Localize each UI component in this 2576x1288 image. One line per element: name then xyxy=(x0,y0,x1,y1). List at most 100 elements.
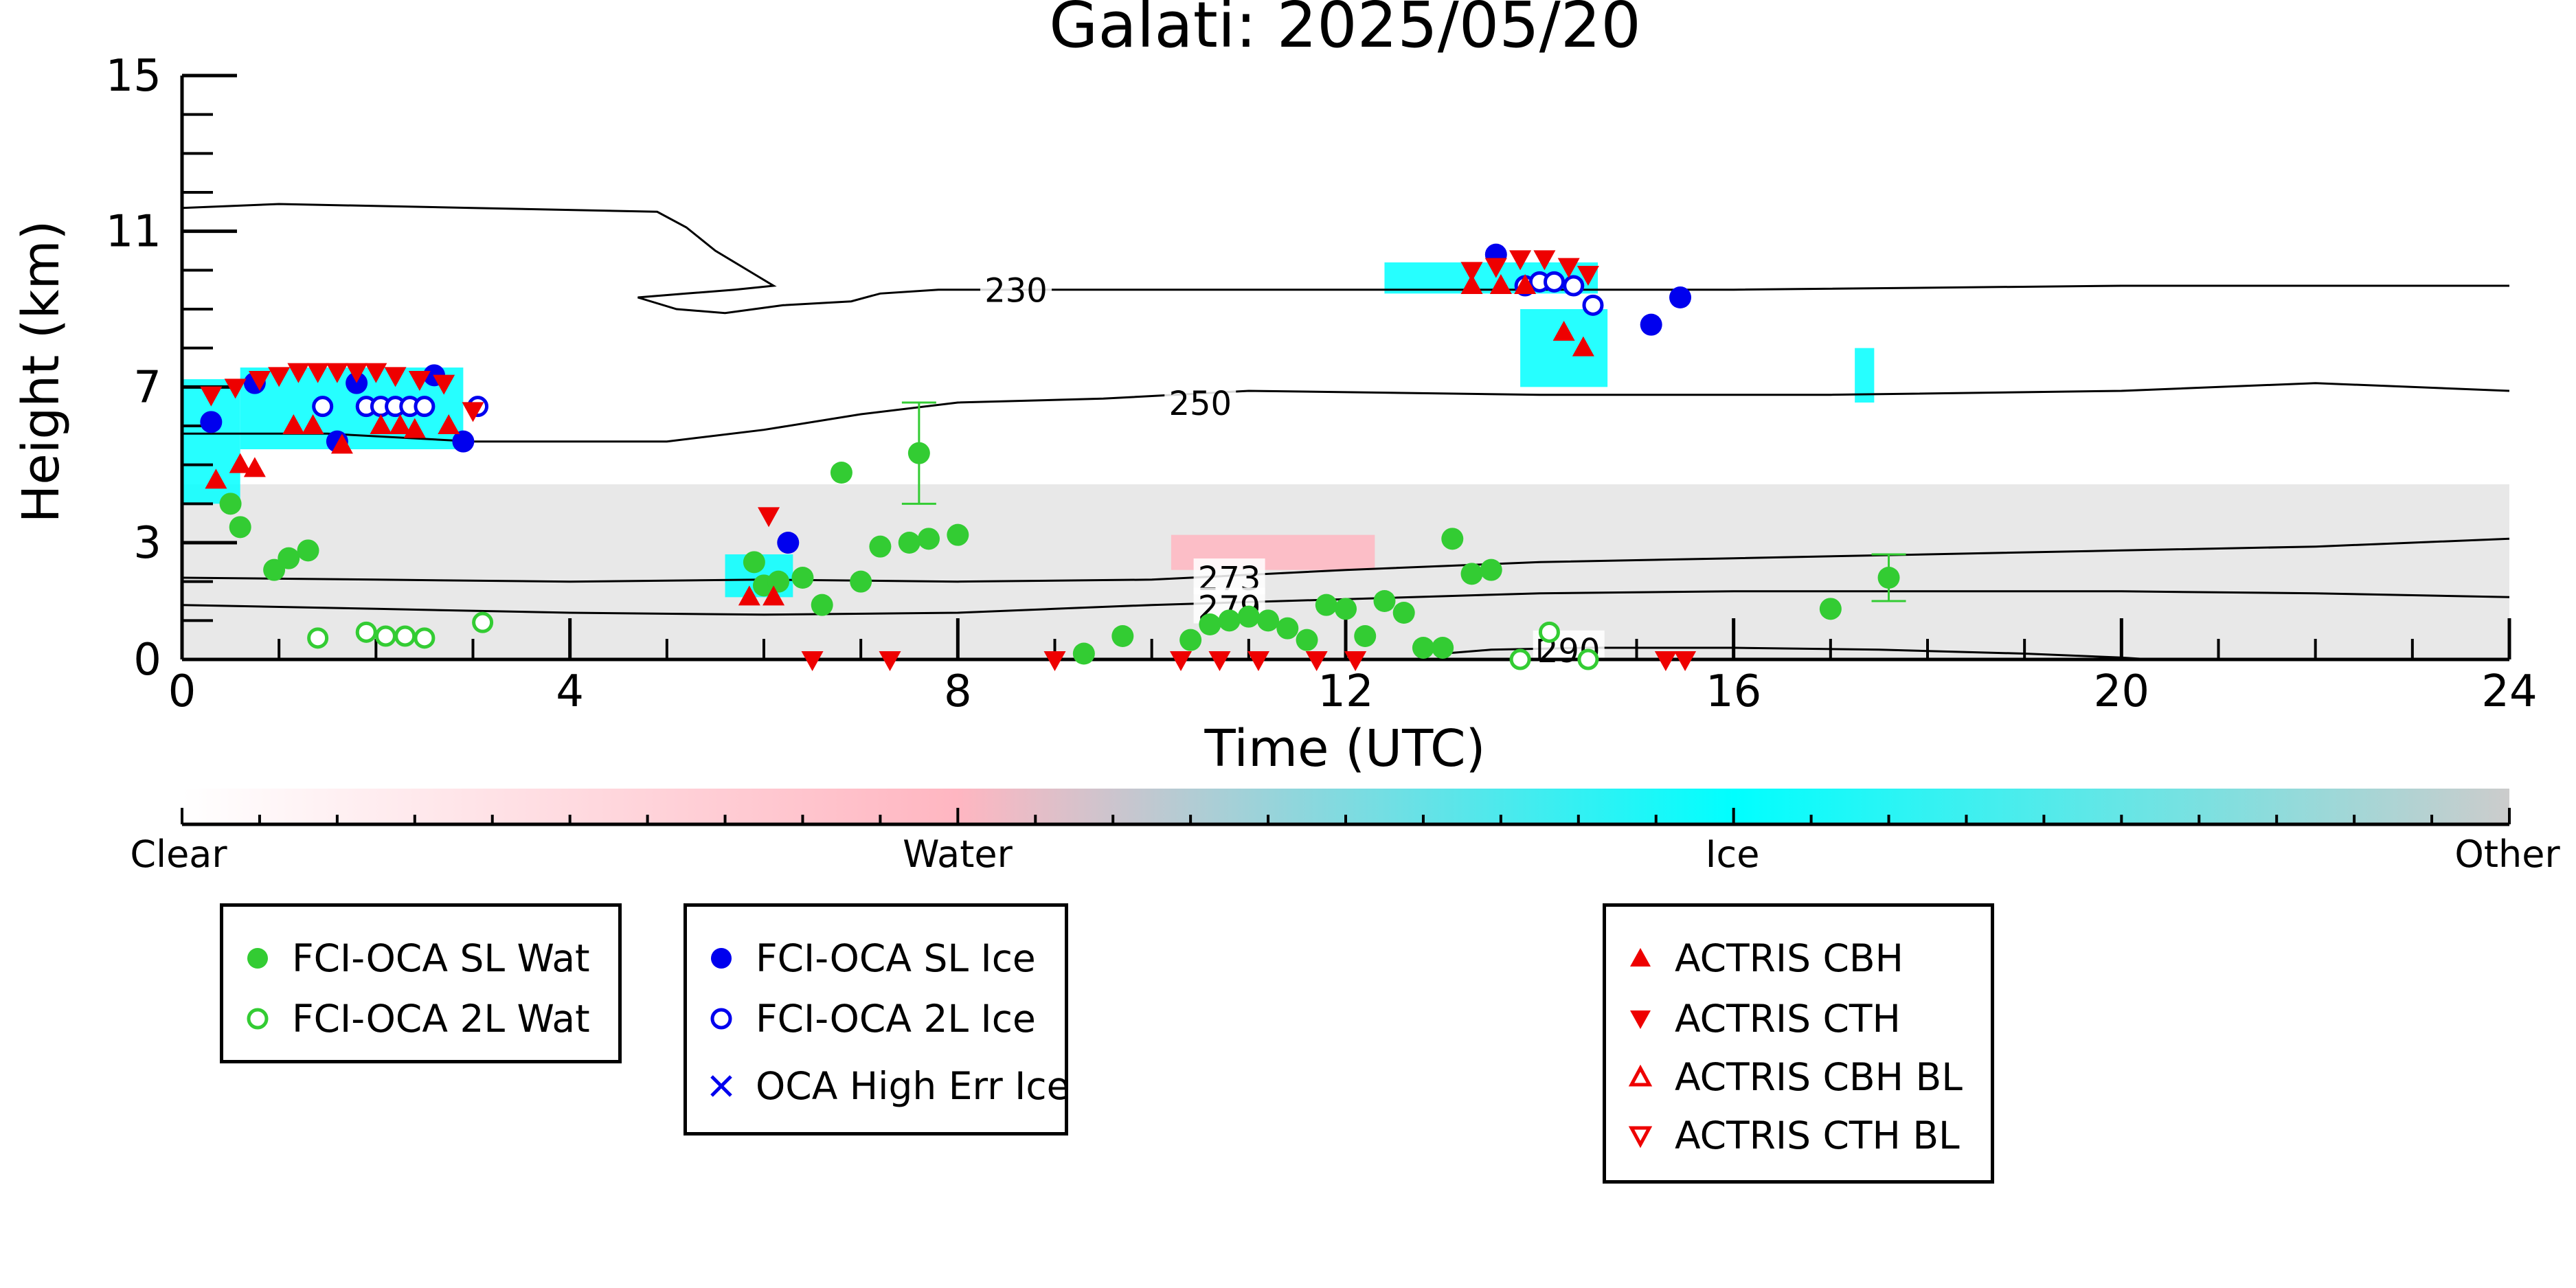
marker-fci-oca-2l-wat xyxy=(472,611,494,633)
y-tick-label: 3 xyxy=(133,518,161,569)
legend-marker xyxy=(1630,948,1651,967)
colorbar-label-clear: Clear xyxy=(130,833,227,876)
contour-label-bg xyxy=(980,270,1052,306)
marker-actris-cth xyxy=(365,363,387,383)
marker-fci-oca-sl-wat xyxy=(1296,629,1318,651)
marker-fci-oca-sl-wat xyxy=(1237,605,1260,628)
marker-fci-oca-sl-wat xyxy=(1819,598,1842,620)
marker-fci-oca-2l-wat xyxy=(307,627,329,649)
marker-actris-cth xyxy=(1170,651,1193,671)
contour-label: 250 xyxy=(1168,385,1232,423)
contour-label-bg xyxy=(1164,383,1236,419)
chart-marks xyxy=(200,243,1906,671)
marker-fci-oca-sl-ice xyxy=(1669,286,1692,308)
legend-marker xyxy=(1628,1126,1653,1149)
marker-fci-oca-2l-ice xyxy=(1582,294,1604,316)
marker-fci-oca-sl-wat xyxy=(907,442,930,464)
marker-actris-cbh xyxy=(370,414,392,434)
marker-fci-oca-2l-wat xyxy=(414,627,436,649)
marker-actris-cth xyxy=(1533,250,1556,271)
marker-fci-oca-sl-wat xyxy=(1335,598,1357,620)
x-tick-label: 0 xyxy=(168,666,196,717)
marker-fci-oca-2l-ice xyxy=(1544,271,1566,293)
marker-fci-oca-sl-wat xyxy=(1354,625,1377,647)
marker-fci-oca-sl-wat xyxy=(1257,609,1280,632)
marker-fci-oca-sl-wat xyxy=(1441,528,1464,550)
marker-fci-oca-sl-wat xyxy=(869,535,892,558)
marker-fci-oca-sl-wat xyxy=(791,567,814,589)
legend-item: FCI-OCA 2L Ice xyxy=(701,995,1036,1043)
marker-fci-oca-sl-wat xyxy=(1877,567,1900,589)
marker-fci-oca-sl-wat xyxy=(297,539,319,562)
marker-actris-cth xyxy=(326,363,348,383)
marker-fci-oca-sl-wat xyxy=(767,570,790,593)
colorbar-ticks xyxy=(181,808,2511,824)
marker-fci-oca-sl-wat xyxy=(219,493,242,515)
legend-actris: ACTRIS CBH ACTRIS CTH ACTRIS CBH BL ACTR… xyxy=(1603,903,1994,1184)
marker-actris-cbh xyxy=(302,414,324,434)
y-tick-label: 0 xyxy=(133,635,161,686)
marker-fci-oca-sl-wat xyxy=(743,551,765,574)
x-tick-label: 8 xyxy=(944,666,972,717)
marker-actris-cth xyxy=(801,651,824,671)
marker-actris-cth xyxy=(346,363,368,383)
legend-label: ACTRIS CBH xyxy=(1675,936,1903,980)
marker-actris-cbh xyxy=(1552,321,1575,341)
marker-actris-cbh xyxy=(229,453,251,473)
legend-label: FCI-OCA 2L Wat xyxy=(292,997,590,1041)
contour-line xyxy=(181,203,2509,315)
marker-fci-oca-sl-wat xyxy=(947,523,969,546)
marker-actris-cth xyxy=(1043,651,1066,671)
legend-marker xyxy=(710,1008,732,1030)
legend-item: ACTRIS CTH BL xyxy=(1620,1111,1960,1160)
marker-actris-cbh xyxy=(1514,274,1537,294)
axes: 0 4 8 12 16 20 24 0 3 7 11 15 xyxy=(106,51,2538,717)
marker-actris-cbh xyxy=(762,585,785,606)
marker-actris-cth xyxy=(1208,651,1231,671)
marker-fci-oca-sl-wat xyxy=(850,570,872,593)
marker-actris-cth xyxy=(408,371,431,391)
legend-label: ACTRIS CTH xyxy=(1675,997,1901,1041)
marker-actris-cth xyxy=(1484,258,1507,278)
marker-fci-oca-sl-ice xyxy=(1640,313,1662,336)
marker-actris-cbh xyxy=(438,414,460,434)
marker-actris-cth xyxy=(1344,651,1367,671)
marker-actris-cbh xyxy=(330,433,353,454)
marker-fci-oca-sl-wat xyxy=(1315,594,1337,616)
marker-actris-cbh xyxy=(389,414,411,434)
marker-fci-oca-sl-wat xyxy=(1460,563,1483,585)
marker-fci-oca-sl-ice xyxy=(200,411,223,433)
marker-fci-oca-2l-wat xyxy=(355,621,377,643)
legend-item: ACTRIS CTH xyxy=(1620,995,1901,1043)
x-tick-label: 4 xyxy=(556,666,584,717)
legend-marker xyxy=(1630,1010,1651,1029)
marker-fci-oca-2l-ice xyxy=(414,396,436,418)
legend-marker xyxy=(247,1008,269,1030)
legend-item: FCI-OCA SL Wat xyxy=(237,934,590,982)
marker-actris-cth xyxy=(306,363,329,383)
marker-fci-oca-2l-ice xyxy=(312,396,334,418)
legend-item: FCI-OCA 2L Wat xyxy=(237,995,590,1043)
marker-fci-oca-sl-wat xyxy=(1373,590,1396,612)
marker-actris-cth xyxy=(1460,262,1483,282)
colorbar-label-other: Other xyxy=(2454,833,2560,876)
marker-actris-cth xyxy=(1577,266,1599,286)
marker-fci-oca-2l-wat xyxy=(374,625,396,647)
x-axis-label: Time (UTC) xyxy=(1204,719,1485,778)
chart-title: Galati: 2025/05/20 xyxy=(1049,0,1641,62)
marker-fci-oca-2l-wat xyxy=(394,625,416,647)
marker-fci-oca-sl-wat xyxy=(1480,558,1502,581)
marker-actris-cth xyxy=(758,507,780,528)
marker-actris-cbh xyxy=(1572,336,1594,357)
marker-actris-cth xyxy=(384,367,407,387)
marker-actris-cth xyxy=(224,379,247,399)
marker-fci-oca-sl-wat xyxy=(1432,637,1454,659)
marker-actris-cth xyxy=(287,363,310,383)
legend-item: ACTRIS CBH BL xyxy=(1620,1053,1963,1101)
marker-fci-oca-sl-wat xyxy=(1199,613,1221,635)
marker-fci-oca-sl-ice xyxy=(452,430,475,453)
y-axis-label: Height (km) xyxy=(12,221,71,523)
marker-fci-oca-sl-wat xyxy=(1179,629,1202,651)
contour-line xyxy=(1443,646,2151,661)
